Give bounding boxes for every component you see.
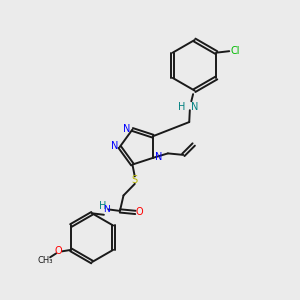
Text: N: N: [191, 102, 198, 112]
Text: CH₃: CH₃: [38, 256, 53, 265]
Text: H: H: [99, 201, 106, 211]
Text: S: S: [132, 175, 138, 185]
Text: O: O: [135, 207, 143, 218]
Text: N: N: [155, 152, 162, 162]
Text: Cl: Cl: [230, 46, 240, 56]
Text: N: N: [123, 124, 131, 134]
Text: N: N: [103, 205, 110, 214]
Text: N: N: [111, 141, 118, 152]
Text: O: O: [55, 246, 63, 256]
Text: H: H: [178, 102, 185, 112]
